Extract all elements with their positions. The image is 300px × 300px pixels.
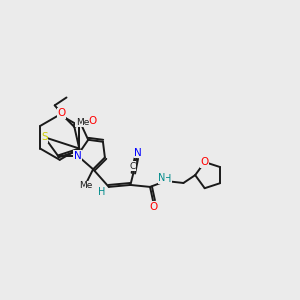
Text: C: C <box>129 162 136 171</box>
Text: O: O <box>58 108 66 118</box>
Text: H: H <box>164 174 171 184</box>
Text: N: N <box>74 151 81 160</box>
Text: H: H <box>98 187 106 197</box>
Text: O: O <box>88 116 96 126</box>
Text: O: O <box>201 157 209 167</box>
Text: O: O <box>150 202 158 212</box>
Text: S: S <box>41 132 48 142</box>
Text: Me: Me <box>80 182 93 190</box>
Text: N: N <box>134 148 142 158</box>
Text: N: N <box>158 173 166 183</box>
Text: Me: Me <box>76 118 89 127</box>
